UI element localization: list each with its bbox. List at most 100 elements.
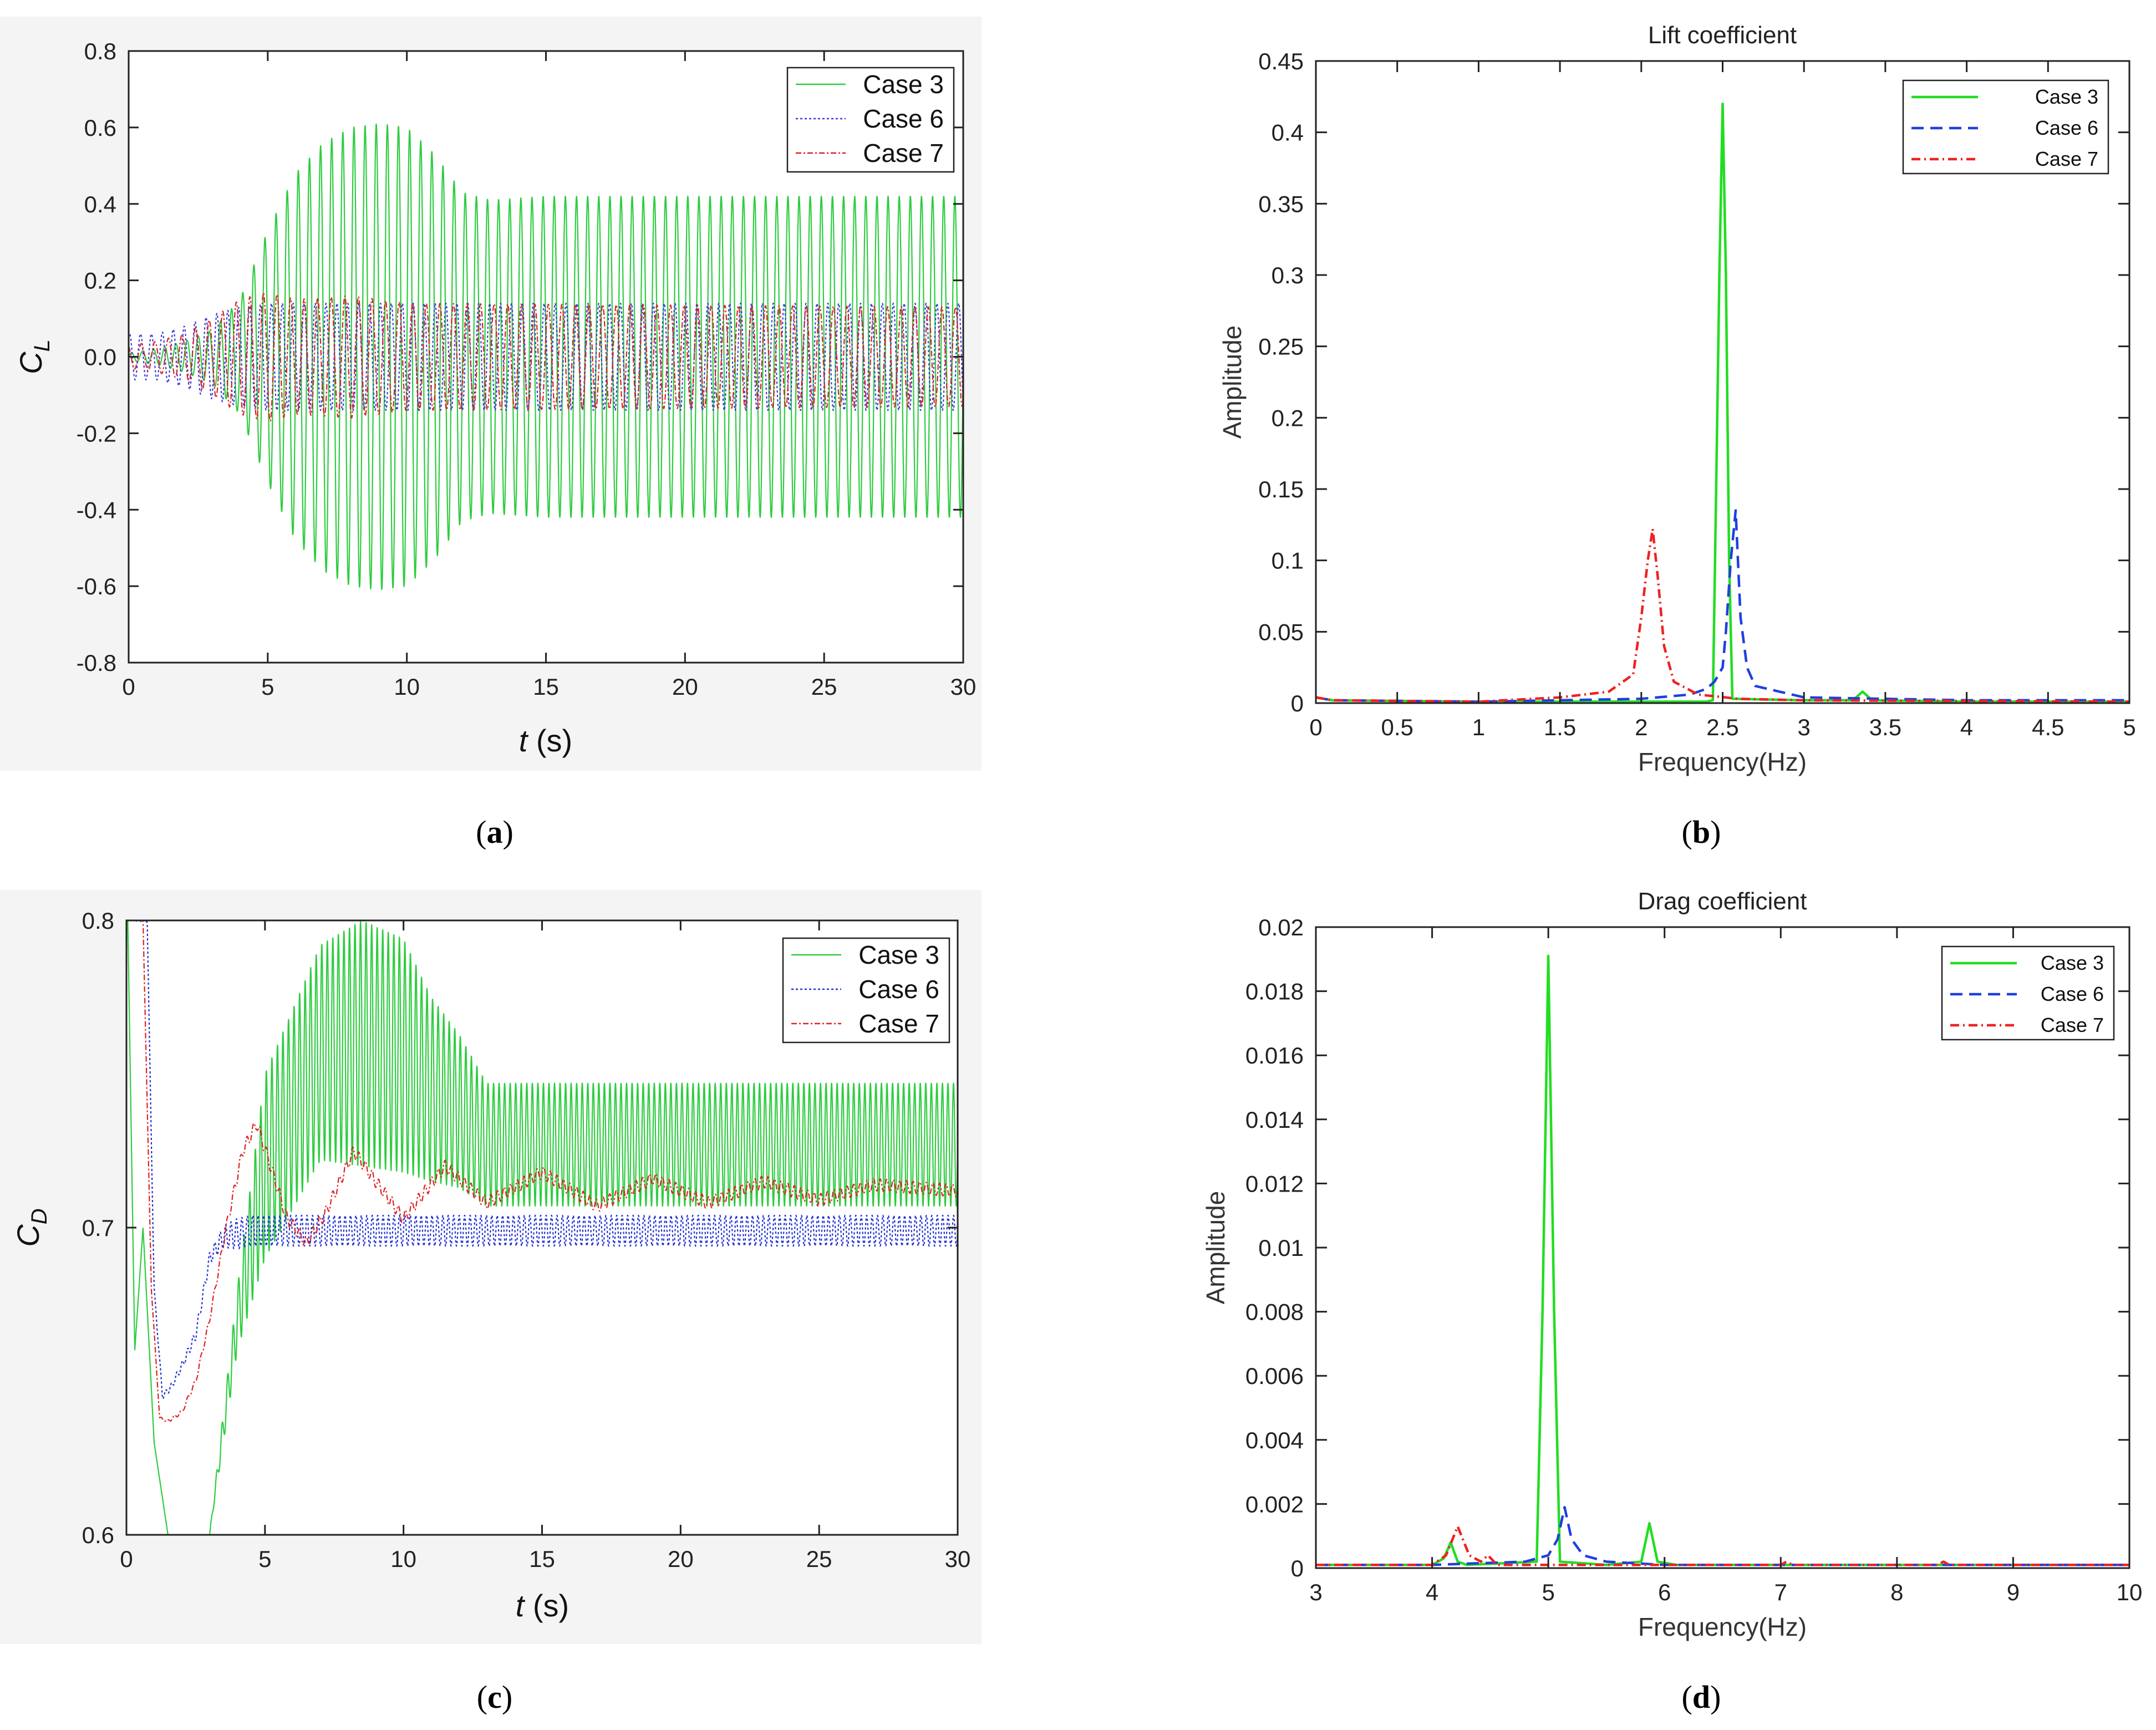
x-tick-label: 10	[2117, 1579, 2143, 1605]
legend: Case 3 Case 6 Case 7	[1941, 945, 2115, 1041]
legend-label: Case 7	[2041, 1014, 2104, 1036]
panel-caption: (c)	[477, 1679, 512, 1715]
y-tick-label: 0.2	[1272, 405, 1304, 431]
x-tick-label: 20	[668, 1546, 694, 1572]
x-tick-label: 25	[811, 674, 837, 700]
x-tick-label: 2.5	[1706, 714, 1738, 740]
y-tick-label: -0.4	[77, 497, 116, 523]
x-tick-label: 4	[1426, 1579, 1438, 1605]
series-group	[127, 920, 958, 1535]
caption-close: )	[1710, 814, 1721, 850]
legend: Case 3 Case 6 Case 7	[786, 67, 955, 173]
series-group	[1316, 954, 2129, 1566]
caption-letter: b	[1692, 814, 1710, 850]
legend-label: Case 6	[858, 975, 939, 1004]
legend: Case 3 Case 6 Case 7	[1902, 79, 2109, 175]
y-tick-label: 0.4	[1272, 120, 1304, 146]
panel-a-lift-time-history: 0 5 10 15 20 25 30 -0.8 -0.6 -0.4 -0.2 0.0 0.2 0.4 0.6…	[0, 17, 982, 850]
y-tick-label: 0	[1291, 1555, 1304, 1581]
y-tick-label: 0.8	[84, 38, 116, 64]
x-tick-label: 0	[1309, 714, 1322, 740]
y-axis-subscript: L	[30, 339, 54, 352]
x-tick-label: 20	[672, 674, 698, 700]
series-line-case-3	[1316, 954, 2129, 1566]
series-line-case-7	[127, 920, 958, 1422]
x-tick-label: 6	[1658, 1579, 1671, 1605]
y-tick-label: -0.8	[77, 650, 116, 676]
legend-label: Case 7	[858, 1009, 939, 1038]
x-tick-label: 3	[1798, 714, 1811, 740]
y-axis-symbol: C	[11, 1224, 45, 1247]
legend-label: Case 7	[2035, 147, 2098, 170]
x-tick-label: 10	[390, 1546, 416, 1572]
x-tick-label: 5	[258, 1546, 271, 1572]
x-tick-label: 0	[120, 1546, 133, 1572]
panel-caption: (a)	[476, 814, 513, 850]
legend-label: Case 6	[863, 104, 944, 133]
x-axis-symbol: t	[516, 1588, 526, 1623]
caption-letter: c	[487, 1679, 502, 1715]
x-tick-label: 15	[533, 674, 559, 700]
y-axis-label: CL	[13, 339, 54, 374]
y-axis-label: Amplitude	[1201, 1191, 1230, 1305]
panel-caption: (d)	[1682, 1679, 1721, 1715]
legend-label: Case 6	[2035, 116, 2098, 139]
y-tick-label: -0.2	[77, 420, 116, 446]
chart-title: Drag coefficient	[1638, 888, 1807, 915]
legend: Case 3 Case 6 Case 7	[782, 937, 950, 1044]
x-tick-label: 2	[1635, 714, 1647, 740]
panel-b-lift-spectrum: 0 0.5 1 1.5 2 2.5 3 3.5 4 4.5 5 0 0.05 0.1 0.15 0.2 0.25…	[1218, 22, 2136, 850]
y-tick-label: 0.02	[1258, 914, 1304, 940]
series-line-case-7	[129, 292, 963, 422]
caption-open: (	[1682, 1679, 1692, 1715]
x-tick-label: 4	[1960, 714, 1973, 740]
y-tick-label: 0.45	[1258, 48, 1304, 74]
series-line-case-7	[1316, 527, 2129, 703]
y-tick-label: 0.2	[84, 268, 116, 294]
series-group	[1316, 102, 2129, 703]
y-tick-label: 0.4	[84, 191, 116, 217]
y-tick-label: 0.1	[1272, 548, 1304, 574]
y-tick-label: 0.014	[1245, 1107, 1304, 1133]
caption-letter: a	[487, 814, 503, 850]
legend-box	[786, 67, 955, 173]
caption-close: )	[503, 814, 513, 850]
x-tick-label: 7	[1774, 1579, 1787, 1605]
x-axis-label: Frequency(Hz)	[1638, 1612, 1807, 1641]
y-tick-label: 0.35	[1258, 191, 1304, 217]
x-tick-label: 5	[2123, 714, 2135, 740]
x-tick-label: 9	[2007, 1579, 2020, 1605]
x-axis-unit: (s)	[524, 1588, 569, 1623]
y-tick-label: 0.016	[1245, 1042, 1304, 1068]
x-axis-label: Frequency(Hz)	[1638, 747, 1807, 776]
y-tick-label: 0.018	[1245, 979, 1304, 1005]
y-axis-symbol: C	[13, 352, 48, 374]
legend-label: Case 3	[863, 70, 944, 99]
legend-label: Case 7	[863, 139, 944, 167]
x-tick-label: 4.5	[2032, 714, 2064, 740]
x-tick-label: 10	[394, 674, 420, 700]
x-tick-label: 5	[1542, 1579, 1554, 1605]
y-tick-label: 0.006	[1245, 1363, 1304, 1389]
x-tick-label: 1.5	[1544, 714, 1576, 740]
series-line-case-7	[1316, 1525, 2129, 1566]
x-axis-unit: (s)	[527, 723, 572, 758]
y-tick-label: 0.012	[1245, 1171, 1304, 1197]
y-tick-label: 0.15	[1258, 476, 1304, 502]
y-tick-label: 0.002	[1245, 1491, 1304, 1517]
x-tick-label: 3	[1309, 1579, 1322, 1605]
x-tick-label: 3.5	[1869, 714, 1901, 740]
y-tick-label: 0.004	[1245, 1427, 1304, 1453]
legend-label: Case 3	[2041, 952, 2104, 974]
series-line-case-6	[127, 920, 958, 1400]
x-tick-label: 30	[950, 674, 977, 700]
chart-title: Lift coefficient	[1648, 22, 1797, 49]
x-tick-label: 5	[261, 674, 274, 700]
legend-label: Case 3	[2035, 85, 2098, 108]
series-group	[129, 123, 963, 591]
caption-open: (	[477, 1679, 487, 1715]
y-tick-label: 0	[1291, 690, 1304, 716]
x-axis-label: t (s)	[516, 1588, 569, 1623]
y-tick-label: 0.3	[1272, 262, 1304, 288]
